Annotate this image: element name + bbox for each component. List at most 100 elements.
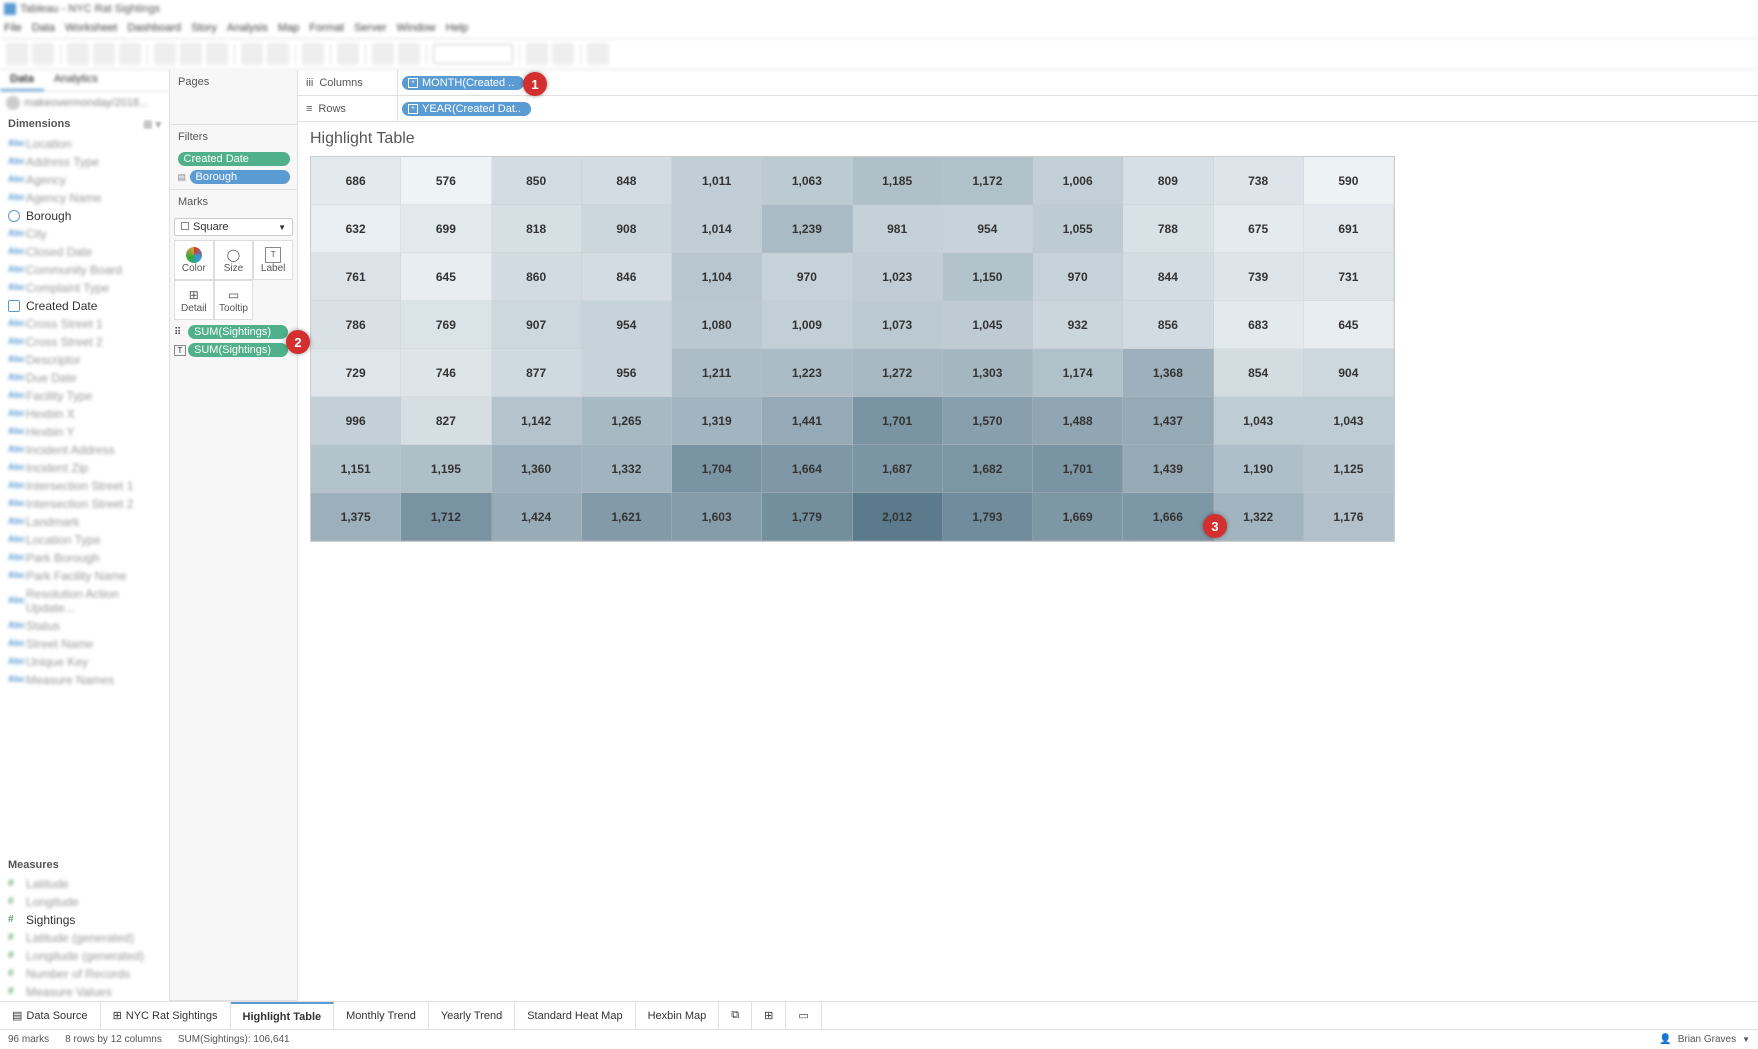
user-menu[interactable]: 👤 Brian Graves ▼	[1659, 1034, 1750, 1045]
table-cell[interactable]: 1,023	[853, 253, 943, 301]
field-item[interactable]: AbcResolution Action Update...	[0, 585, 169, 617]
table-cell[interactable]: 1,319	[672, 397, 762, 445]
filters-shelf[interactable]: Filters Created Date ▤ Borough	[170, 125, 297, 190]
table-cell[interactable]: 632	[311, 205, 401, 253]
table-cell[interactable]: 1,043	[1214, 397, 1304, 445]
table-cell[interactable]: 786	[311, 301, 401, 349]
table-cell[interactable]: 854	[1214, 349, 1304, 397]
dimensions-controls[interactable]: ⊞ ▾	[143, 118, 161, 131]
table-cell[interactable]: 809	[1123, 157, 1213, 205]
table-cell[interactable]: 1,360	[492, 445, 582, 493]
table-cell[interactable]: 1,603	[672, 493, 762, 541]
table-cell[interactable]: 1,621	[582, 493, 672, 541]
field-item[interactable]: AbcCommunity Board	[0, 261, 169, 279]
table-cell[interactable]: 1,176	[1304, 493, 1394, 541]
marks-pill-label[interactable]: SUM(Sightings)	[188, 343, 288, 357]
table-cell[interactable]: 1,043	[1304, 397, 1394, 445]
pages-shelf[interactable]: Pages	[170, 70, 297, 125]
toolbar-button[interactable]	[67, 43, 89, 65]
mark-detail-button[interactable]: ⊞Detail	[174, 280, 214, 320]
field-item[interactable]: Borough	[0, 207, 169, 225]
toolbar[interactable]	[0, 38, 1758, 70]
table-cell[interactable]: 856	[1123, 301, 1213, 349]
table-cell[interactable]: 739	[1214, 253, 1304, 301]
toolbar-button[interactable]	[119, 43, 141, 65]
table-cell[interactable]: 1,172	[943, 157, 1033, 205]
toolbar-button[interactable]	[552, 43, 574, 65]
table-cell[interactable]: 691	[1304, 205, 1394, 253]
field-item[interactable]: #Latitude (generated)	[0, 929, 169, 947]
toolbar-button[interactable]	[241, 43, 263, 65]
field-item[interactable]: AbcHexbin X	[0, 405, 169, 423]
table-cell[interactable]: 848	[582, 157, 672, 205]
menu-item[interactable]: Dashboard	[127, 22, 181, 34]
table-cell[interactable]: 1,332	[582, 445, 672, 493]
table-cell[interactable]: 1,368	[1123, 349, 1213, 397]
table-cell[interactable]: 1,195	[401, 445, 491, 493]
toolbar-button[interactable]	[93, 43, 115, 65]
table-cell[interactable]: 877	[492, 349, 582, 397]
mark-label-button[interactable]: TLabel	[253, 240, 293, 280]
table-cell[interactable]: 1,055	[1033, 205, 1123, 253]
table-cell[interactable]: 1,190	[1214, 445, 1304, 493]
new-story-button[interactable]: ▭	[786, 1002, 821, 1029]
table-cell[interactable]: 970	[762, 253, 852, 301]
table-cell[interactable]: 1,125	[1304, 445, 1394, 493]
toolbar-button[interactable]	[32, 43, 54, 65]
field-item[interactable]: AbcCross Street 1	[0, 315, 169, 333]
tab-nyc-rat-sightings[interactable]: ⊞NYC Rat Sightings	[101, 1002, 231, 1029]
table-cell[interactable]: 1,045	[943, 301, 1033, 349]
mark-color-button[interactable]: Color	[174, 240, 214, 280]
field-item[interactable]: #Sightings	[0, 911, 169, 929]
table-cell[interactable]: 1,687	[853, 445, 943, 493]
table-cell[interactable]: 1,439	[1123, 445, 1213, 493]
table-cell[interactable]: 1,150	[943, 253, 1033, 301]
table-cell[interactable]: 645	[401, 253, 491, 301]
table-cell[interactable]: 1,441	[762, 397, 852, 445]
table-cell[interactable]: 675	[1214, 205, 1304, 253]
field-item[interactable]: AbcDue Date	[0, 369, 169, 387]
toolbar-button[interactable]	[526, 43, 548, 65]
toolbar-button[interactable]	[398, 43, 420, 65]
field-item[interactable]: AbcLandmark	[0, 513, 169, 531]
table-cell[interactable]: 954	[943, 205, 1033, 253]
field-item[interactable]: AbcHexbin Y	[0, 423, 169, 441]
menu-item[interactable]: Window	[397, 22, 436, 34]
table-cell[interactable]: 1,272	[853, 349, 943, 397]
tab-monthly-trend[interactable]: Monthly Trend	[334, 1002, 429, 1029]
tab-yearly-trend[interactable]: Yearly Trend	[429, 1002, 515, 1029]
table-cell[interactable]: 1,712	[401, 493, 491, 541]
field-item[interactable]: AbcMeasure Names	[0, 671, 169, 689]
table-cell[interactable]: 1,211	[672, 349, 762, 397]
table-cell[interactable]: 1,793	[943, 493, 1033, 541]
field-item[interactable]: AbcStreet Name	[0, 635, 169, 653]
viz-canvas[interactable]: Highlight Table 6865768508481,0111,0631,…	[298, 122, 1758, 1001]
table-cell[interactable]: 1,666	[1123, 493, 1213, 541]
tab-highlight-table[interactable]: Highlight Table	[231, 1002, 335, 1029]
table-cell[interactable]: 1,239	[762, 205, 852, 253]
table-cell[interactable]: 1,009	[762, 301, 852, 349]
table-cell[interactable]: 683	[1214, 301, 1304, 349]
tab-data-source[interactable]: ▤Data Source	[0, 1002, 101, 1029]
table-cell[interactable]: 731	[1304, 253, 1394, 301]
field-item[interactable]: AbcIncident Zip	[0, 459, 169, 477]
field-item[interactable]: AbcFacility Type	[0, 387, 169, 405]
table-cell[interactable]: 1,142	[492, 397, 582, 445]
field-item[interactable]: AbcAgency	[0, 171, 169, 189]
sheet-tabs[interactable]: ▤Data Source ⊞NYC Rat Sightings Highligh…	[0, 1001, 1758, 1029]
toolbar-button[interactable]	[206, 43, 228, 65]
table-cell[interactable]: 1,375	[311, 493, 401, 541]
table-cell[interactable]: 932	[1033, 301, 1123, 349]
menubar[interactable]: FileDataWorksheetDashboardStoryAnalysisM…	[0, 18, 1758, 38]
field-item[interactable]: AbcIncident Address	[0, 441, 169, 459]
field-item[interactable]: AbcCross Street 2	[0, 333, 169, 351]
table-cell[interactable]: 1,104	[672, 253, 762, 301]
field-item[interactable]: #Longitude (generated)	[0, 947, 169, 965]
filter-pill-borough[interactable]: Borough	[190, 170, 290, 184]
table-cell[interactable]: 1,265	[582, 397, 672, 445]
field-item[interactable]: AbcPark Facility Name	[0, 567, 169, 585]
table-cell[interactable]: 761	[311, 253, 401, 301]
table-cell[interactable]: 1,704	[672, 445, 762, 493]
menu-item[interactable]: Worksheet	[65, 22, 117, 34]
table-cell[interactable]: 1,437	[1123, 397, 1213, 445]
